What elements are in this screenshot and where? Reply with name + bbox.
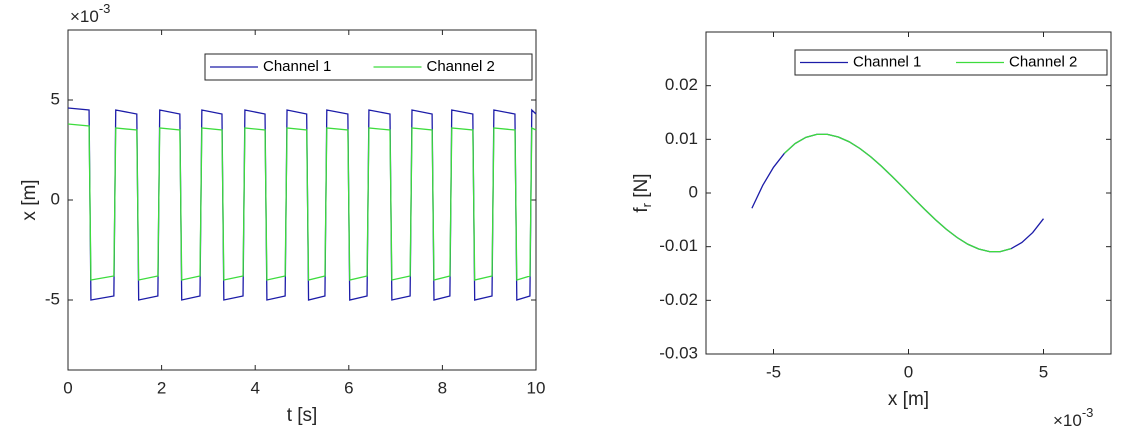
- y-tick-label: 0: [689, 182, 698, 201]
- y-label-unit: [N]: [631, 173, 652, 203]
- y-tick-label: -0.02: [659, 290, 698, 309]
- exponent-base: ×10: [1053, 411, 1082, 430]
- x-tick-label: 8: [438, 378, 447, 397]
- exponent-label: ×10-3: [70, 1, 110, 26]
- exponent-base: ×10: [70, 7, 99, 26]
- x-axis-label: t [s]: [287, 405, 318, 426]
- y-axis-label: fr [N]: [631, 173, 654, 212]
- y-tick-label: 0: [51, 189, 60, 208]
- y-label-sub: r: [639, 202, 654, 207]
- y-tick-label: -5: [45, 289, 60, 308]
- y-label-main: x [m]: [19, 179, 40, 220]
- y-tick-label: 0.01: [665, 129, 698, 148]
- legend-label: Channel 1: [853, 53, 921, 70]
- x-tick-label: 4: [250, 378, 259, 397]
- x-tick-label: 10: [527, 378, 546, 397]
- axes: -5 0 5 -0.03 -0.02 -0.01 0 0.01 0.02: [659, 31, 1112, 381]
- x-tick-label: 0: [904, 362, 913, 381]
- x-tick-label: 2: [157, 378, 166, 397]
- y-axis-label: x [m]: [19, 179, 40, 220]
- legend-label: Channel 2: [1009, 53, 1077, 70]
- x-tick-label: 0: [63, 378, 72, 397]
- axes-box: [67, 29, 537, 371]
- x-axis-label: x [m]: [888, 389, 929, 410]
- y-tick-label: -0.01: [659, 236, 698, 255]
- y-tick-label: 0.02: [665, 75, 698, 94]
- y-label-main: f: [631, 207, 652, 213]
- x-tick-label: 5: [1039, 362, 1048, 381]
- y-label-unit-text: [N]: [631, 173, 652, 197]
- legend-box: [204, 53, 533, 81]
- plot-area: [68, 30, 536, 370]
- series-line: [783, 133, 1012, 253]
- series-line: [67, 123, 537, 281]
- y-tick-label: -0.03: [659, 343, 698, 362]
- axes: 0 2 4 6 8 10 -5 0 5: [45, 29, 546, 397]
- y-tick-label: 5: [51, 89, 60, 108]
- legend-label: Channel 2: [427, 58, 495, 75]
- exponent-power: -3: [1082, 405, 1094, 420]
- exponent-label: ×10-3: [1053, 405, 1093, 430]
- exponent-power: -3: [99, 1, 111, 16]
- x-tick-label: -5: [766, 362, 781, 381]
- x-tick-label: 6: [344, 378, 353, 397]
- legend-label: Channel 1: [263, 58, 331, 75]
- axes-box: [705, 31, 1112, 355]
